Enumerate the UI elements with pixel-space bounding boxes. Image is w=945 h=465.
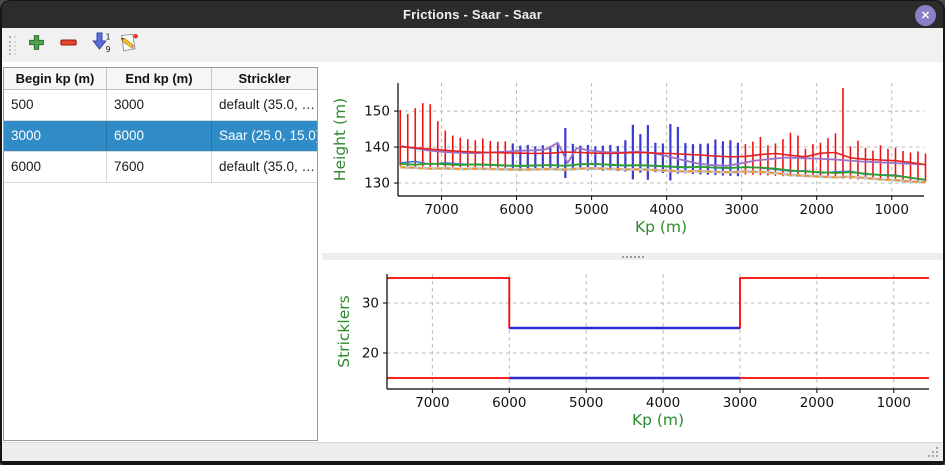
svg-text:4000: 4000 xyxy=(646,395,680,411)
header-cell-strickler[interactable]: Strickler xyxy=(238,71,291,86)
table-cell[interactable]: Saar (25.0, 15.0) xyxy=(219,128,317,143)
resize-grip[interactable] xyxy=(927,446,939,458)
svg-text:Kp (m): Kp (m) xyxy=(635,218,687,236)
svg-text:3000: 3000 xyxy=(723,395,757,411)
table-row[interactable]: 6000 7600 default (35.0, … xyxy=(4,152,317,183)
header-cell-end-kp[interactable]: End kp (m) xyxy=(107,68,212,89)
svg-text:5000: 5000 xyxy=(574,202,608,218)
table-cell[interactable]: 6000 xyxy=(107,121,212,151)
svg-text:Stricklers: Stricklers xyxy=(335,295,353,367)
svg-text:Kp (m): Kp (m) xyxy=(632,411,684,429)
frictions-table: Begin kp (m) End kp (m) Strickler 500 300… xyxy=(3,67,318,441)
svg-text:130: 130 xyxy=(364,176,390,192)
svg-text:1000: 1000 xyxy=(877,395,911,411)
svg-text:3000: 3000 xyxy=(724,202,758,218)
svg-text:7000: 7000 xyxy=(424,202,458,218)
sort-numeric-icon: 1 9 xyxy=(89,31,113,59)
stricklers-chart: 7000 6000 5000 4000 3000 2000 1000 20 30 Kp (m) St… xyxy=(335,274,929,429)
table-cell[interactable]: 3000 xyxy=(107,90,212,120)
header-cell-begin-kp[interactable]: Begin kp (m) xyxy=(4,68,107,89)
plus-icon xyxy=(27,33,46,57)
main-content: Begin kp (m) End kp (m) Strickler 500 300… xyxy=(2,62,943,442)
sort-frictions-button[interactable]: 1 9 xyxy=(87,31,115,59)
table-row[interactable]: 3000 6000 Saar (25.0, 15.0) xyxy=(4,121,317,152)
close-icon: ✕ xyxy=(920,10,931,22)
svg-text:6000: 6000 xyxy=(492,395,526,411)
table-cell[interactable]: 500 xyxy=(4,90,107,120)
table-cell[interactable]: default (35.0, … xyxy=(219,159,316,174)
svg-text:2000: 2000 xyxy=(800,202,834,218)
remove-friction-button[interactable] xyxy=(56,33,80,57)
svg-text:5000: 5000 xyxy=(569,395,603,411)
table-header: Begin kp (m) End kp (m) Strickler xyxy=(4,68,317,90)
table-cell[interactable]: 3000 xyxy=(4,121,107,151)
splitter-grip-icon xyxy=(621,255,624,258)
svg-text:2000: 2000 xyxy=(800,395,834,411)
svg-text:9: 9 xyxy=(105,45,110,54)
svg-text:1: 1 xyxy=(105,33,110,42)
plots-splitter[interactable] xyxy=(322,253,943,260)
svg-text:140: 140 xyxy=(364,140,390,156)
table-cell[interactable]: 6000 xyxy=(4,152,107,182)
frictions-table-body: 500 3000 default (35.0, … 3000 6000 Saar (25.… xyxy=(4,90,317,183)
titlebar[interactable]: Frictions - Saar - Saar ✕ xyxy=(2,1,943,28)
svg-text:150: 150 xyxy=(364,104,390,120)
toolbar: 1 9 xyxy=(2,28,943,62)
svg-text:Height (m): Height (m) xyxy=(331,98,349,181)
svg-text:1000: 1000 xyxy=(875,202,909,218)
svg-text:4000: 4000 xyxy=(649,202,683,218)
add-friction-button[interactable] xyxy=(24,33,48,57)
status-bar xyxy=(2,442,943,461)
svg-text:20: 20 xyxy=(362,346,379,362)
plots-panel: 7000 6000 5000 4000 3000 2000 1000 130 140 150 Kp … xyxy=(322,62,943,442)
minus-icon xyxy=(59,33,78,57)
height-chart: 7000 6000 5000 4000 3000 2000 1000 130 140 150 Kp … xyxy=(331,83,927,236)
table-row[interactable]: 500 3000 default (35.0, … xyxy=(4,90,317,121)
table-cell[interactable]: default (35.0, … xyxy=(219,97,316,112)
toolbar-drag-handle[interactable] xyxy=(9,36,16,55)
window-title: Frictions - Saar - Saar xyxy=(403,7,542,22)
edit-pencil-icon xyxy=(117,32,139,59)
edit-friction-button[interactable] xyxy=(116,33,140,57)
close-button[interactable]: ✕ xyxy=(915,5,936,26)
svg-text:30: 30 xyxy=(362,296,379,312)
svg-text:6000: 6000 xyxy=(499,202,533,218)
svg-text:7000: 7000 xyxy=(415,395,449,411)
table-cell[interactable]: 7600 xyxy=(107,152,212,182)
